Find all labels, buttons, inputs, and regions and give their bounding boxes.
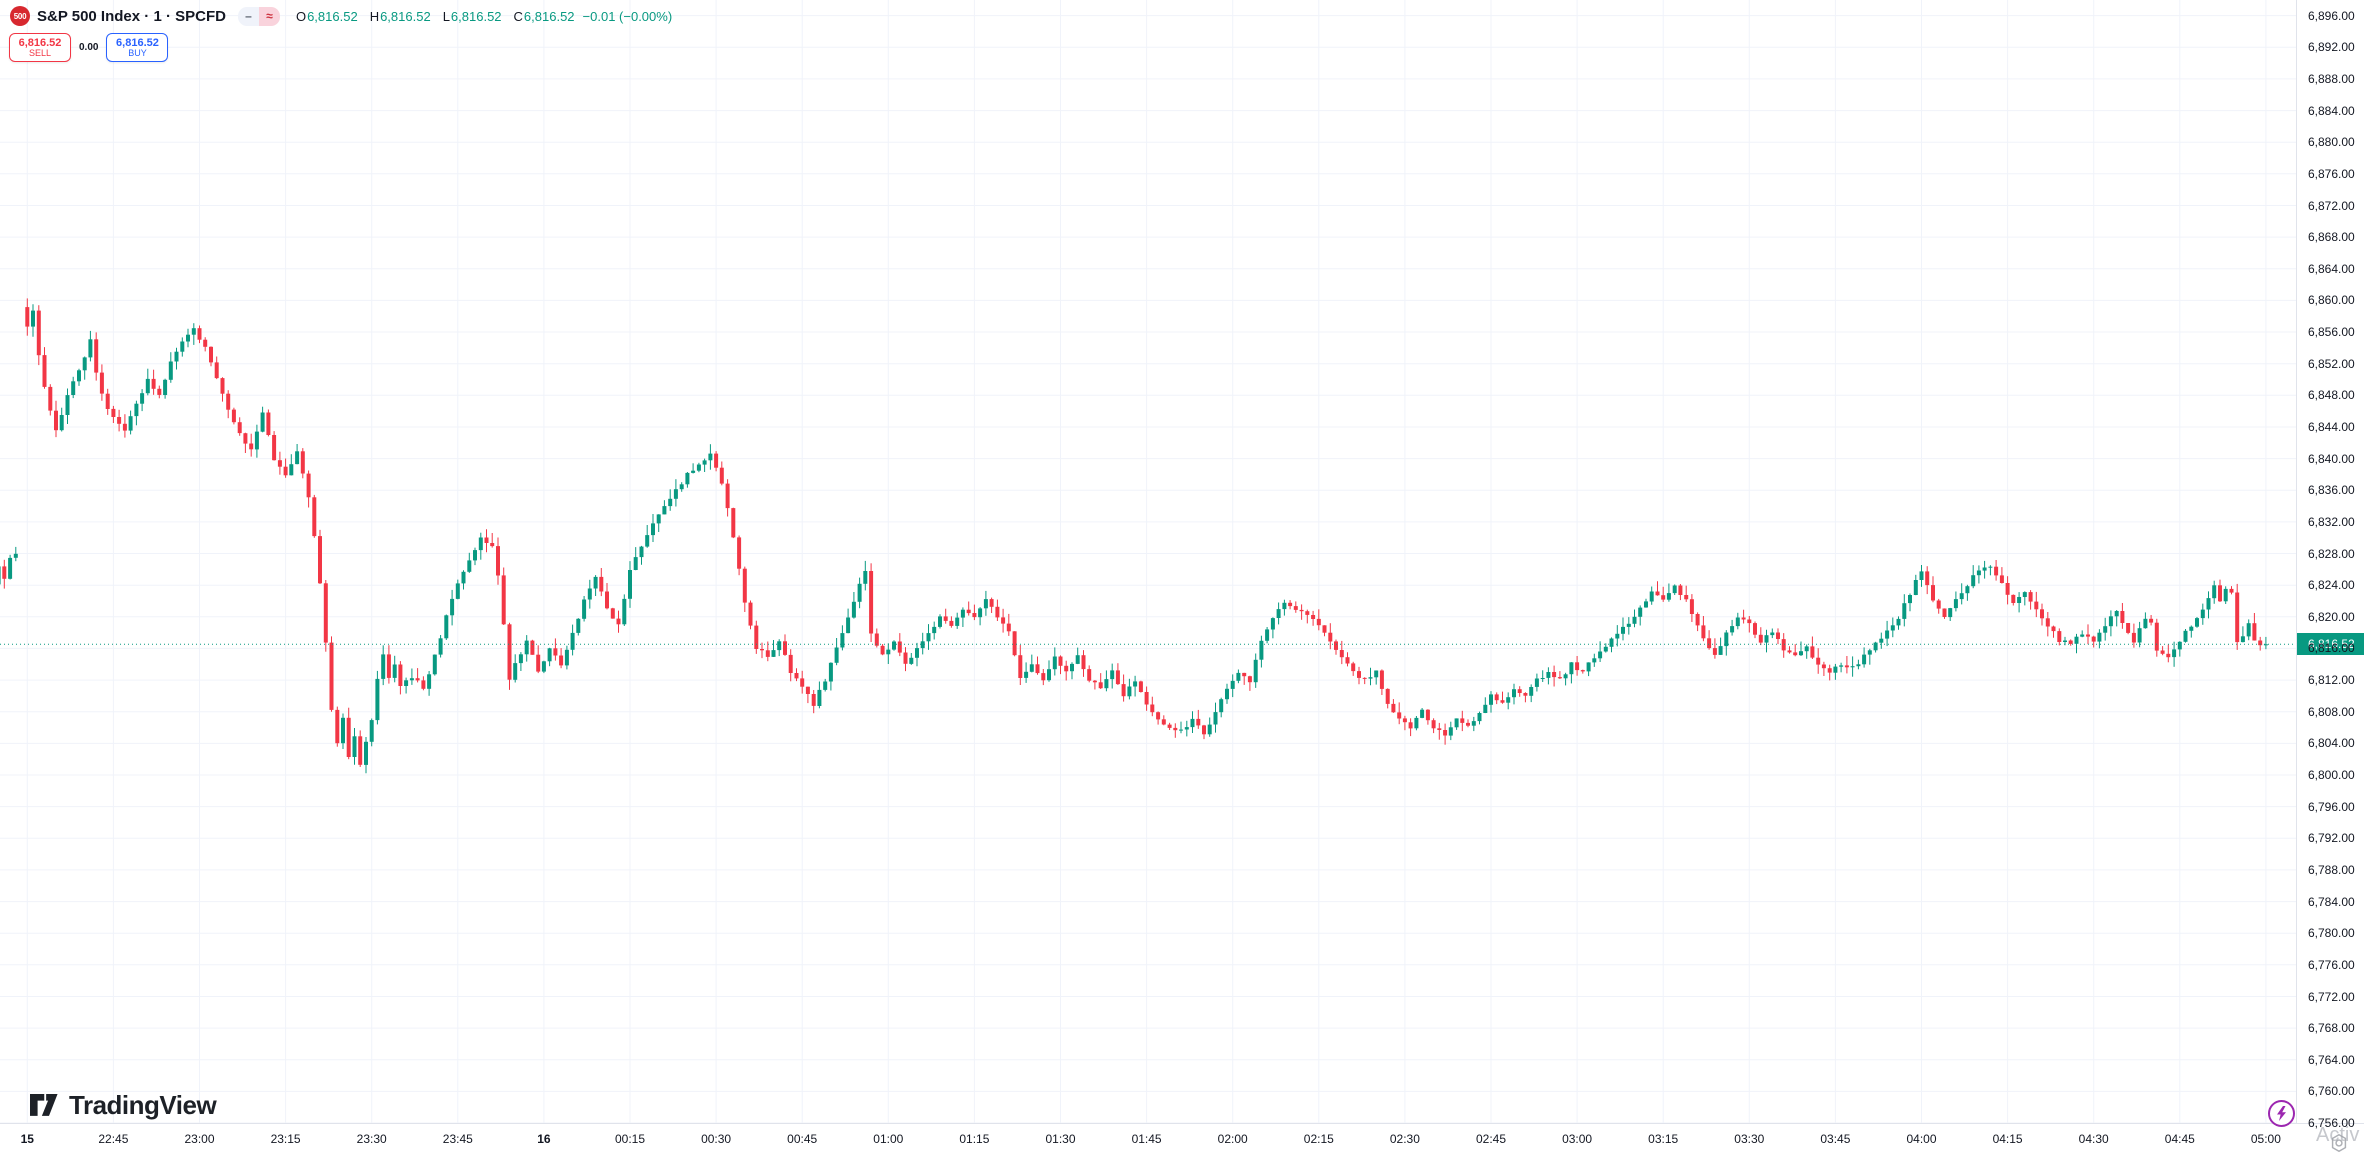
sell-button[interactable]: 6,816.52 SELL: [9, 33, 71, 62]
price-axis[interactable]: 6,816.52 6,896.00 6,892.00 6,888.00 6,884.0…: [2296, 0, 2364, 1130]
price-tick-label: 6,840.00: [2308, 451, 2355, 466]
price-tick-label: 6,768.00: [2308, 1021, 2355, 1036]
price-tick-label: 6,804.00: [2308, 736, 2355, 751]
buy-button[interactable]: 6,816.52 BUY: [106, 33, 169, 62]
time-tick-label: 23:30: [356, 1132, 387, 1146]
time-tick-label: 03:00: [1562, 1132, 1593, 1146]
time-tick-label: 02:45: [1475, 1132, 1507, 1146]
price-tick-label: 6,880.00: [2308, 135, 2355, 150]
time-tick-label: 03:45: [1820, 1132, 1851, 1146]
tradingview-logo-text: TradingView: [69, 1090, 217, 1120]
time-tick-label: 23:45: [442, 1132, 473, 1146]
price-tick-label: 6,876.00: [2308, 166, 2355, 181]
tradingview-glyph-icon: [30, 1094, 58, 1116]
price-tick-label: 6,792.00: [2308, 831, 2355, 846]
time-tick-label: 04:45: [2164, 1132, 2195, 1146]
market-status-pills[interactable]: – ≈: [237, 6, 280, 26]
symbol-legend: 500 S&P 500 Index · 1 · SPCFD – ≈ O6,816…: [10, 5, 684, 27]
sp500-logo-icon: 500: [10, 6, 30, 26]
price-tick-label: 6,756.00: [2308, 1116, 2355, 1130]
time-tick-label: 01:00: [873, 1132, 904, 1146]
time-tick-label: 04:15: [1992, 1132, 2023, 1146]
price-tick-label: 6,760.00: [2308, 1084, 2355, 1099]
price-tick-label: 6,816.00: [2308, 641, 2355, 656]
price-tick-label: 6,776.00: [2308, 957, 2355, 972]
time-tick-label: 03:15: [1648, 1132, 1679, 1146]
price-tick-label: 6,888.00: [2308, 71, 2355, 86]
price-tick-label: 6,872.00: [2308, 198, 2355, 213]
current-price-label: 6,816.52: [2297, 633, 2364, 656]
tradingview-logo[interactable]: TradingView: [30, 1090, 217, 1121]
price-tick-label: 6,856.00: [2308, 325, 2355, 339]
high-value: 6,816.52: [380, 8, 431, 24]
price-tick-label: 6,832.00: [2308, 514, 2355, 529]
time-tick-label: 00:30: [701, 1132, 732, 1146]
trade-widget: 6,816.52 SELL 0.00 6,816.52 BUY: [9, 33, 169, 62]
spread-value: 0.00: [79, 42, 99, 53]
price-tick-label: 6,836.00: [2308, 483, 2355, 498]
sell-price: 6,816.52: [18, 36, 62, 49]
price-tick-label: 6,884.00: [2308, 103, 2355, 118]
time-tick-label: 01:45: [1131, 1132, 1162, 1146]
time-tick-label: 01:30: [1045, 1132, 1076, 1146]
time-tick-label: 02:00: [1217, 1132, 1248, 1146]
price-tick-label: 6,896.00: [2308, 8, 2355, 23]
delayed-data-icon[interactable]: ≈: [258, 6, 280, 26]
low-value: 6,816.52: [450, 8, 502, 24]
time-tick-label: 01:15: [959, 1132, 990, 1146]
close-label: C: [513, 8, 523, 24]
price-tick-label: 6,860.00: [2308, 293, 2355, 308]
price-tick-label: 6,824.00: [2308, 578, 2355, 593]
price-tick-label: 6,808.00: [2308, 704, 2355, 719]
price-tick-label: 6,780.00: [2308, 926, 2355, 941]
change-value: −0.01 (−0.00%): [582, 8, 673, 24]
time-tick-label: 02:15: [1303, 1132, 1334, 1146]
time-tick-label: 02:30: [1389, 1132, 1420, 1146]
lightning-button[interactable]: [2268, 1100, 2295, 1127]
time-tick-label: 23:00: [184, 1132, 215, 1146]
time-tick-label: 03:30: [1734, 1132, 1765, 1146]
open-value: 6,816.52: [307, 8, 358, 24]
price-tick-label: 6,852.00: [2308, 356, 2355, 371]
buy-label: BUY: [128, 47, 147, 58]
price-tick-label: 6,864.00: [2308, 261, 2355, 276]
close-value: 6,816.52: [523, 8, 575, 24]
time-tick-label: 23:15: [270, 1132, 301, 1146]
price-tick-label: 6,796.00: [2308, 799, 2355, 814]
time-tick-label: 04:30: [2078, 1132, 2109, 1146]
time-tick-label: 05:00: [2250, 1132, 2281, 1146]
low-label: L: [442, 8, 450, 24]
sell-label: SELL: [28, 47, 52, 58]
price-tick-label: 6,820.00: [2308, 609, 2355, 624]
time-tick-label: 22:45: [98, 1132, 129, 1146]
price-tick-label: 6,848.00: [2308, 388, 2355, 403]
symbol-title[interactable]: S&P 500 Index · 1 · SPCFD: [37, 7, 226, 25]
price-tick-label: 6,772.00: [2308, 989, 2355, 1004]
price-tick-label: 6,764.00: [2308, 1052, 2355, 1067]
time-tick-label: 00:45: [787, 1132, 818, 1146]
buy-price: 6,816.52: [116, 36, 159, 49]
time-axis[interactable]: 15 22:45 23:00 23:15 23:30 23:45 16 00:15 00:30 0…: [0, 1123, 2364, 1157]
price-tick-label: 6,844.00: [2308, 420, 2355, 434]
price-tick-label: 6,892.00: [2308, 40, 2355, 55]
open-label: O: [295, 8, 307, 24]
price-tick-label: 6,800.00: [2308, 768, 2355, 782]
high-label: H: [369, 8, 380, 24]
price-tick-label: 6,788.00: [2308, 862, 2355, 877]
time-tick-label: 16: [537, 1132, 551, 1146]
price-tick-label: 6,784.00: [2308, 894, 2355, 909]
price-tick-label: 6,812.00: [2308, 673, 2355, 688]
market-closed-icon[interactable]: –: [237, 6, 259, 26]
time-tick-label: 15: [20, 1132, 34, 1146]
time-tick-label: 04:00: [1906, 1132, 1937, 1146]
price-tick-label: 6,828.00: [2308, 546, 2355, 561]
price-tick-label: 6,868.00: [2308, 230, 2355, 245]
ohlc-readout: O6,816.52 H6,816.52 L6,816.52 C6,816.52 …: [296, 9, 684, 24]
time-tick-label: 00:15: [614, 1132, 646, 1146]
lightning-icon: [2277, 1106, 2286, 1121]
